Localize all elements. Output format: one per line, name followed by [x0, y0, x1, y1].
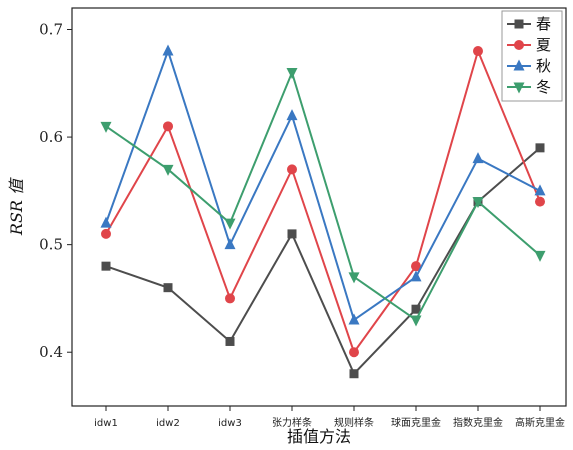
data-point: [411, 304, 421, 314]
data-point: [534, 250, 546, 262]
x-tick-label: 规则样条: [334, 416, 374, 429]
y-axis-title: RSR 值: [7, 177, 26, 236]
axes: 0.4 0.5 0.6 0.7 idw1 idw2 idw3 张力样条 规则样条 球面克里金 指数克…: [39, 7, 567, 429]
data-point: [286, 109, 298, 121]
data-point: [101, 261, 111, 271]
legend-label: 夏: [536, 36, 551, 54]
legend-label: 秋: [536, 57, 551, 75]
data-point: [348, 272, 360, 284]
x-tick-label: 球面克里金: [391, 416, 441, 429]
series-line: [105, 69, 541, 322]
data-point: [473, 46, 483, 57]
data-point: [100, 121, 112, 133]
data-point: [349, 347, 359, 358]
y-tick-label: 0.5: [39, 236, 63, 254]
x-tick-label: 张力样条: [272, 416, 312, 429]
series-3: [100, 44, 546, 325]
data-point: [410, 270, 422, 282]
data-point: [225, 293, 235, 304]
data-point: [472, 197, 484, 209]
x-tick-label: 指数克里金: [453, 416, 503, 429]
data-point: [535, 143, 545, 153]
series-4: [100, 68, 546, 327]
x-tick-label: idw1: [94, 418, 118, 429]
y-tick-label: 0.7: [39, 21, 63, 39]
data-point: [411, 261, 421, 272]
legend-label: 春: [536, 15, 551, 33]
x-tick-label: idw2: [156, 418, 180, 429]
data-point: [162, 164, 174, 176]
legend-marker: [513, 82, 525, 94]
series-layer: [100, 44, 546, 379]
data-point: [225, 336, 235, 346]
data-point: [101, 228, 111, 239]
legend-marker: [514, 19, 524, 29]
data-point: [224, 238, 236, 250]
data-point: [410, 315, 422, 327]
x-tick-label: idw3: [218, 418, 242, 429]
data-point: [224, 218, 236, 230]
y-tick-label: 0.4: [39, 343, 63, 361]
legend-marker: [513, 59, 525, 71]
x-tick-label: 高斯克里金: [515, 416, 565, 429]
series-2: [101, 46, 545, 358]
legend-marker: [514, 40, 524, 50]
plot-frame: [71, 7, 567, 407]
data-point: [287, 164, 297, 175]
data-point: [163, 121, 173, 132]
data-point: [535, 196, 545, 207]
legend-label: 冬: [536, 78, 551, 96]
data-point: [163, 283, 173, 293]
data-point: [100, 216, 112, 228]
data-point: [349, 369, 359, 379]
x-axis-title: 插值方法: [287, 427, 351, 446]
data-point: [286, 68, 298, 80]
data-point: [472, 152, 484, 164]
data-point: [287, 229, 297, 239]
data-point: [162, 44, 174, 56]
series-line: [105, 47, 541, 355]
series-line: [105, 47, 541, 322]
data-point: [534, 184, 546, 196]
y-tick-label: 0.6: [39, 128, 63, 146]
data-point: [348, 313, 360, 325]
